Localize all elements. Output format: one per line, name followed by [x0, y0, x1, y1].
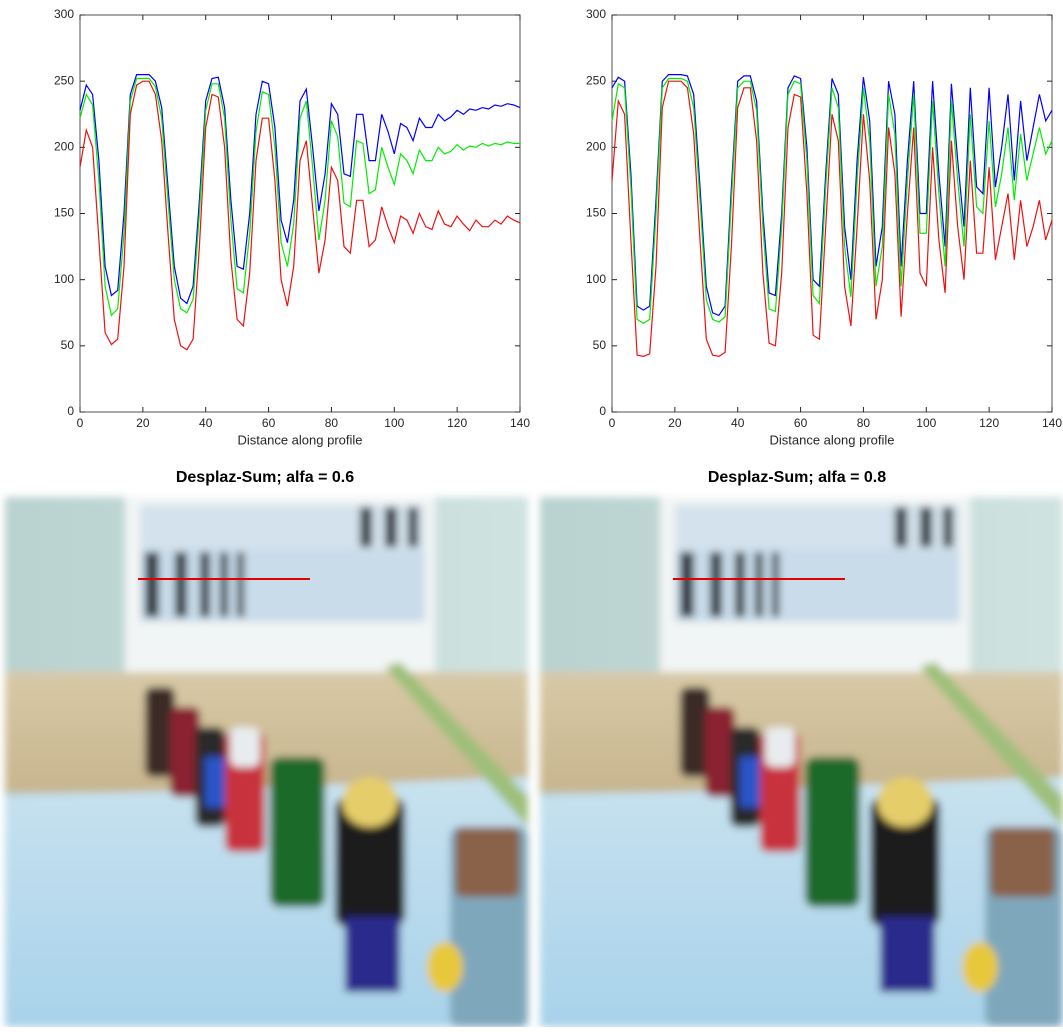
image-title: Desplaz-Sum; alfa = 0.6 — [176, 469, 354, 486]
x-tick-label: 80 — [857, 416, 871, 430]
series-line — [79, 74, 521, 305]
x-tick-label: 120 — [447, 416, 467, 430]
x-tick-label: 60 — [794, 416, 808, 430]
series-line — [611, 74, 1053, 317]
x-tick-label: 140 — [510, 416, 530, 430]
x-tick-label: 40 — [731, 416, 745, 430]
x-tick-label: 40 — [199, 416, 213, 430]
x-tick-label: 100 — [384, 416, 404, 430]
y-tick-label: 200 — [54, 140, 74, 154]
y-tick-label: 200 — [586, 140, 606, 154]
y-tick-label: 150 — [54, 206, 74, 220]
x-tick-label: 60 — [262, 416, 276, 430]
y-tick-label: 0 — [67, 404, 74, 418]
series-line — [79, 77, 520, 317]
x-tick-label: 140 — [1042, 416, 1062, 430]
photo — [5, 497, 528, 1027]
image-title: Desplaz-Sum; alfa = 0.8 — [708, 469, 886, 486]
x-tick-label: 20 — [136, 416, 150, 430]
series-line — [79, 80, 521, 351]
x-axis-label: Distance along profile — [237, 432, 362, 447]
x-tick-label: 80 — [325, 416, 339, 430]
y-tick-label: 300 — [54, 7, 74, 21]
series-line — [611, 80, 1053, 358]
y-tick-label: 150 — [586, 206, 606, 220]
y-tick-label: 250 — [586, 73, 606, 87]
y-tick-label: 100 — [586, 272, 606, 286]
x-tick-label: 0 — [609, 416, 616, 430]
x-tick-label: 0 — [77, 416, 84, 430]
y-tick-label: 0 — [599, 404, 606, 418]
series-line — [611, 77, 1053, 325]
x-tick-label: 100 — [916, 416, 936, 430]
y-tick-label: 50 — [593, 338, 607, 352]
y-tick-label: 100 — [54, 272, 74, 286]
photo — [540, 497, 1063, 1027]
x-tick-label: 20 — [668, 416, 682, 430]
x-tick-label: 120 — [979, 416, 999, 430]
y-tick-label: 50 — [61, 338, 75, 352]
x-axis-label: Distance along profile — [769, 432, 894, 447]
y-tick-label: 300 — [586, 7, 606, 21]
y-tick-label: 250 — [54, 73, 74, 87]
